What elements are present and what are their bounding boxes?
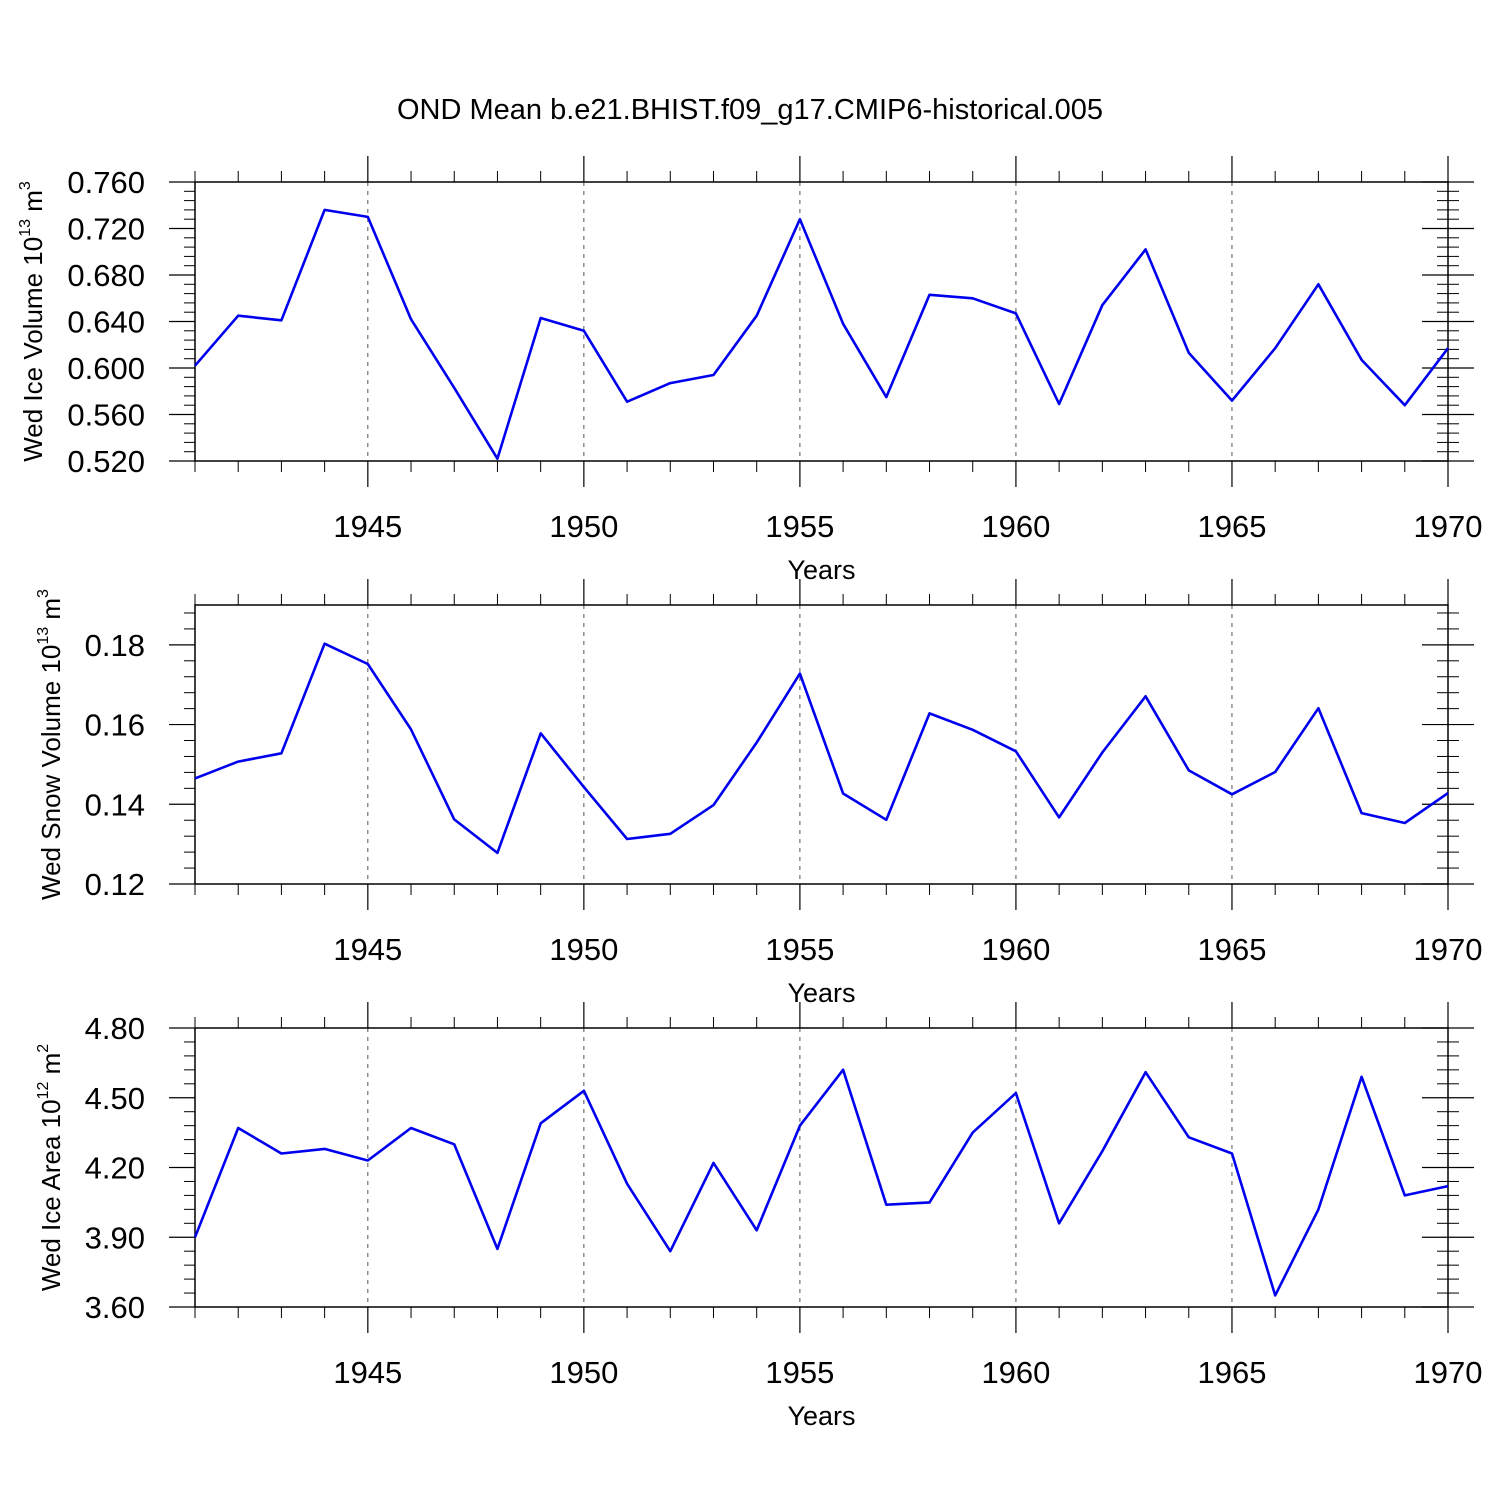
y-axis-title-exponent: 3 xyxy=(17,181,34,190)
x-tick-label: 1965 xyxy=(1197,1355,1266,1390)
x-tick-label: 1970 xyxy=(1414,1355,1483,1390)
y-axis-title-part: Wed Ice Area 10 xyxy=(36,1099,66,1291)
y-axis-title-part: m xyxy=(36,1053,66,1082)
y-tick-label: 0.520 xyxy=(67,444,145,479)
plot-frame xyxy=(194,604,1449,885)
x-tick-label: 1950 xyxy=(549,1355,618,1390)
y-tick-label: 0.18 xyxy=(85,628,145,663)
y-axis-title-exponent: 3 xyxy=(35,589,52,598)
x-tick-label: 1945 xyxy=(333,1355,402,1390)
x-axis-title: Years xyxy=(787,555,855,585)
y-axis-title-part: Wed Snow Volume 10 xyxy=(36,645,66,900)
y-tick-label: 4.20 xyxy=(85,1151,145,1186)
y-axis-title-exponent: 2 xyxy=(35,1044,52,1053)
x-tick-label: 1945 xyxy=(333,932,402,967)
y-axis-title-exponent: 12 xyxy=(35,1082,52,1100)
x-tick-label: 1960 xyxy=(981,1355,1050,1390)
x-tick-label: 1960 xyxy=(981,509,1050,544)
y-tick-label: 0.680 xyxy=(67,258,145,293)
series-line xyxy=(193,1068,1449,1297)
y-tick-label: 3.90 xyxy=(85,1220,145,1255)
y-axis-title: Wed Ice Area 1012 m2 xyxy=(35,1044,66,1291)
y-tick-label: 3.60 xyxy=(85,1290,145,1325)
panel-3: 1945 1950 1955 1960 1965 1970 3.60 3.90 4.20 4.50… xyxy=(35,1002,1482,1431)
x-tick-label: 1945 xyxy=(333,509,402,544)
x-tick-label: 1970 xyxy=(1414,932,1483,967)
x-tick-label: 1965 xyxy=(1197,932,1266,967)
y-tick-label: 0.16 xyxy=(85,708,145,743)
y-axis-title-part: m xyxy=(18,190,48,219)
y-axis-title: Wed Snow Volume 1013 m3 xyxy=(35,589,66,900)
x-tick-label: 1950 xyxy=(549,932,618,967)
y-tick-label: 0.600 xyxy=(67,351,145,386)
plot-frame xyxy=(194,1027,1449,1308)
x-tick-label: 1950 xyxy=(549,509,618,544)
y-tick-label: 0.720 xyxy=(67,212,145,247)
y-axis-title-exponent: 13 xyxy=(17,219,34,237)
y-axis-title-part: m xyxy=(36,598,66,627)
y-axis-title: Wed Ice Volume 1013 m3 xyxy=(17,181,48,462)
x-tick-label: 1955 xyxy=(765,509,834,544)
y-tick-label: 0.12 xyxy=(85,867,145,902)
y-tick-label: 0.760 xyxy=(67,165,145,200)
y-tick-label: 0.640 xyxy=(67,305,145,340)
x-axis-title: Years xyxy=(787,978,855,1008)
chart-title: OND Mean b.e21.BHIST.f09_g17.CMIP6-histo… xyxy=(397,94,1103,126)
x-tick-label: 1955 xyxy=(765,1355,834,1390)
series-line xyxy=(194,208,1450,461)
x-tick-label: 1965 xyxy=(1197,509,1266,544)
y-tick-label: 4.50 xyxy=(85,1081,145,1116)
plot-frame xyxy=(194,181,1449,462)
y-axis-title-part: Wed Ice Volume 10 xyxy=(18,237,48,462)
series-line xyxy=(194,642,1449,855)
x-tick-label: 1955 xyxy=(765,932,834,967)
x-tick-label: 1960 xyxy=(981,932,1050,967)
x-axis-title: Years xyxy=(787,1401,855,1431)
panel-2: 1945 1950 1955 1960 1965 1970 0.12 0.14 0.16 0.18… xyxy=(35,579,1482,1008)
panel-1: 1945 1950 1955 1960 1965 1970 0.520 0.560 0.600 0… xyxy=(17,156,1482,585)
x-tick-label: 1970 xyxy=(1414,509,1483,544)
y-tick-label: 0.560 xyxy=(67,398,145,433)
y-tick-label: 4.80 xyxy=(85,1011,145,1046)
y-tick-label: 0.14 xyxy=(85,787,145,822)
y-axis-title-exponent: 13 xyxy=(35,627,52,645)
